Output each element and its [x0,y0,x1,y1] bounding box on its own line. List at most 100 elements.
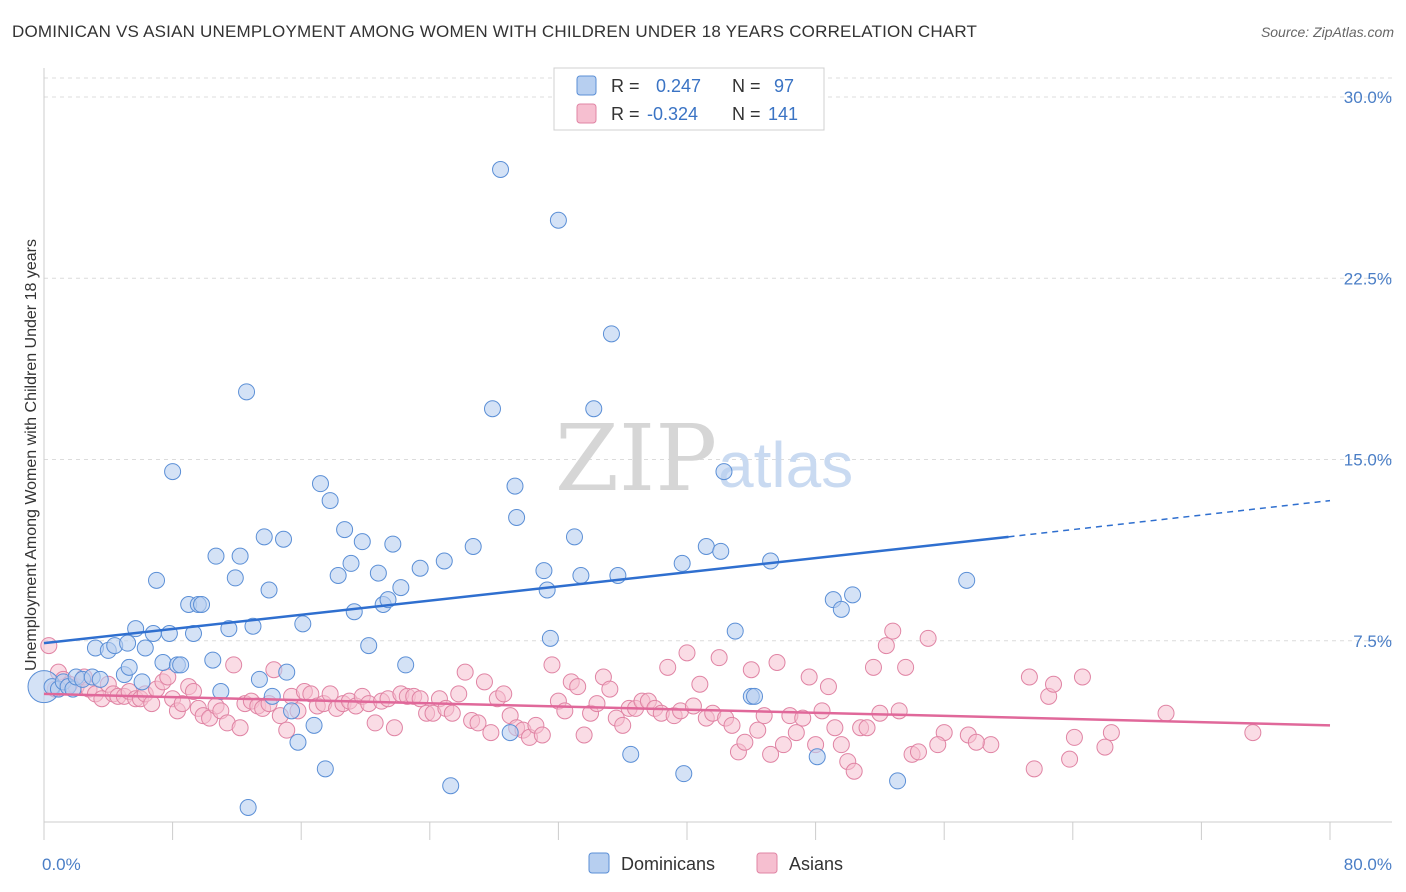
dominicans-point-90 [762,552,780,570]
dominicans-point-52 [336,521,354,539]
asians-points [40,622,1262,780]
dominicans-point-38 [250,670,268,688]
asians-point-68 [443,704,461,722]
asians-point-133 [864,658,882,676]
dominicans-point-41 [263,687,281,705]
dominicans-point-82 [673,554,691,572]
asians-point-90 [588,695,606,713]
watermark: ZIP atlas [555,405,853,512]
x-tick-labels: 0.0% 80.0% [42,855,1392,874]
dominicans-point-85 [712,542,730,560]
asians-point-106 [691,675,709,693]
asians-point-94 [614,716,632,734]
legend-box: R = 0.247 N = 97 R = -0.324 N = 141 [553,67,825,131]
asians-point-18 [143,695,161,713]
dominicans-point-19 [144,625,162,642]
asians-point-152 [1102,724,1120,742]
asians-point-76 [495,685,513,703]
trend-lines [43,499,1331,727]
asians-point-121 [787,724,805,742]
dominicans-point-44 [283,702,301,720]
asians-point-73 [475,673,493,691]
y-axis-title: Unemployment Among Women with Children U… [23,239,40,671]
asians-point-151 [1073,668,1091,686]
legend-n-label-dominicans: N = [732,76,761,96]
dominicans-trend-line [43,535,1009,645]
y-tick-label-2: 22.5% [1344,269,1392,288]
legend-r-label-asians: R = [611,104,640,124]
dominicans-point-21 [154,654,172,671]
asians-point-87 [569,678,587,696]
asians-point-146 [1025,760,1043,778]
dominicans-point-65 [442,777,460,795]
dominicans-point-70 [506,477,524,495]
asians-point-125 [813,702,831,720]
asians-point-140 [909,743,927,761]
legend-r-label-dominicans: R = [611,76,640,96]
dominicans-point-56 [360,637,378,655]
asians-point-138 [897,658,915,676]
asians-point-83 [543,656,561,674]
legend-n-label-asians: N = [732,104,761,124]
asians-point-118 [768,654,786,671]
dominicans-point-35 [231,547,249,565]
dominicans-point-78 [585,400,603,418]
dominicans-point-74 [541,629,559,647]
legend-n-value-asians: 141 [768,104,798,124]
asians-point-104 [678,644,696,662]
asians-point-34 [231,719,249,737]
dominicans-point-83 [675,765,693,783]
dominicans-point-15 [120,658,138,676]
dominicans-point-45 [289,733,307,751]
legend-r-value-dominicans: 0.247 [656,76,701,96]
asians-point-85 [556,702,574,720]
asians-point-105 [684,697,702,715]
asians-point-72 [469,714,487,732]
source-credit: Source: ZipAtlas.com [1260,24,1394,40]
bottom-legend-swatch-dominicans [588,852,610,874]
dominicans-point-49 [316,760,334,778]
asians-point-137 [890,702,908,720]
dominicans-point-37 [244,617,262,635]
asians-point-122 [794,709,812,727]
legend-n-value-dominicans: 97 [774,76,794,96]
dominicans-point-55 [353,533,371,551]
dominicans-point-10 [91,670,109,688]
dominicans-point-63 [411,559,429,577]
asians-point-132 [858,719,876,737]
asians-point-88 [575,726,593,744]
dominicans-point-67 [483,400,501,418]
dominicans-point-57 [369,564,387,582]
dominicans-point-61 [392,579,410,597]
asians-point-149 [1061,750,1079,768]
x-tick-label-min: 0.0% [42,855,81,874]
dominicans-point-62 [397,656,415,674]
legend-swatch-dominicans [576,75,597,96]
dominicans-point-43 [278,663,296,681]
asians-point-119 [774,736,792,754]
asians-point-128 [832,736,850,754]
asians-point-155 [1096,738,1114,756]
asians-point-109 [710,649,728,667]
bottom-legend-dominicans: Dominicans [621,854,715,874]
asians-point-116 [755,707,773,725]
asians-point-150 [1065,728,1083,746]
asians-point-114 [742,661,760,679]
dominicans-point-23 [164,463,182,481]
asians-point-0 [40,637,58,655]
asians-point-145 [1020,668,1038,686]
dominicans-point-89 [746,687,764,705]
asians-point-69 [450,685,468,703]
asians-point-101 [659,658,677,676]
dominicans-point-68 [492,161,510,178]
asians-point-135 [877,637,895,655]
asians-point-26 [184,683,202,700]
dominicans-point-87 [726,622,744,640]
dominicans-point-96 [958,571,976,589]
dominicans-point-75 [549,211,567,229]
dominicans-point-17 [133,673,151,691]
dominicans-points [27,161,976,816]
asians-point-156 [967,733,985,751]
asians-point-59 [385,719,403,737]
y-tick-label-0: 7.5% [1353,632,1392,651]
